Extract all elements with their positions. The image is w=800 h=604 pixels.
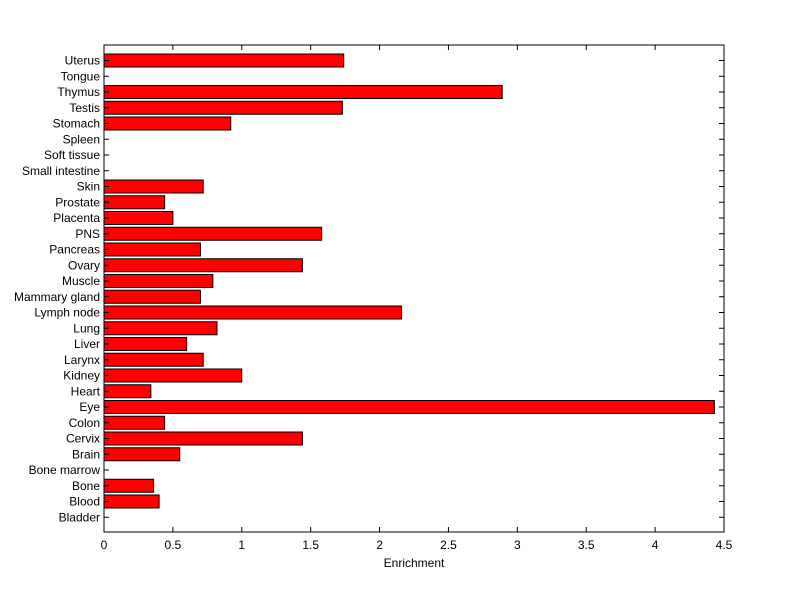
bar-liver [103,337,188,351]
y-tick-label-lymph-node: Lymph node [34,306,100,320]
y-tick-label-skin: Skin [77,180,100,194]
plot-area-frame [103,44,725,533]
y-tick-label-uterus: Uterus [65,54,100,68]
y-tick-label-colon: Colon [69,416,100,430]
bar-lymph-node [103,305,403,320]
x-tick-label-3.5: 3.5 [578,538,595,552]
bar-pancreas [103,242,201,257]
bar-skin [103,179,204,194]
x-tick-label-4: 4 [652,538,659,552]
bar-heart [103,384,152,399]
bar-muscle [103,274,214,288]
y-tick-label-ovary: Ovary [68,258,100,272]
x-tick-label-1.5: 1.5 [302,538,319,552]
y-tick-label-kidney: Kidney [63,369,100,383]
y-tick-label-larynx: Larynx [64,353,100,367]
x-axis-label: Enrichment [384,556,445,570]
bar-colon [103,415,166,430]
y-tick-label-tongue: Tongue [61,69,101,83]
y-tick-label-heart: Heart [71,384,101,398]
bar-lung [103,321,218,336]
y-tick-label-thymus: Thymus [57,85,100,99]
y-tick-label-small-intestine: Small intestine [22,164,100,178]
bar-bone [103,478,155,493]
bar-cervix [103,431,303,446]
bar-blood [103,494,160,509]
y-tick-label-prostate: Prostate [55,195,100,209]
bar-stomach [103,116,232,131]
x-tick-label-0: 0 [101,538,108,552]
x-tick-label-1: 1 [238,538,245,552]
bar-testis [103,100,343,115]
bar-thymus [103,85,503,99]
y-tick-label-muscle: Muscle [62,274,100,288]
bar-kidney [103,368,243,383]
bar-uterus [103,53,345,68]
x-tick-label-2: 2 [376,538,383,552]
y-tick-label-stomach: Stomach [53,117,100,131]
bar-larynx [103,352,204,367]
y-tick-label-placenta: Placenta [53,211,100,225]
x-tick-label-2.5: 2.5 [440,538,457,552]
y-tick-label-spleen: Spleen [63,132,100,146]
bar-eye [103,400,715,414]
x-tick-label-4.5: 4.5 [716,538,733,552]
y-tick-label-brain: Brain [72,447,100,461]
y-tick-label-pancreas: Pancreas [49,243,100,257]
y-tick-label-eye: Eye [79,400,100,414]
y-tick-label-blood: Blood [69,495,100,509]
ticks-layer [103,45,725,532]
bar-ovary [103,258,303,273]
x-tick-label-0.5: 0.5 [165,538,182,552]
y-tick-label-lung: Lung [73,321,100,335]
y-tick-label-bone: Bone [72,479,100,493]
bar-pns [103,226,323,241]
bar-prostate [103,195,166,210]
bar-brain [103,447,181,462]
y-tick-label-soft-tissue: Soft tissue [44,148,100,162]
y-tick-label-bladder: Bladder [59,510,100,524]
y-tick-label-mammary-gland: Mammary gland [14,290,100,304]
y-tick-label-cervix: Cervix [66,432,100,446]
bar-mammary-gland [103,289,201,304]
y-tick-label-testis: Testis [69,101,100,115]
x-tick-label-3: 3 [514,538,521,552]
bar-placenta [103,211,174,225]
y-tick-label-liver: Liver [74,337,100,351]
y-tick-label-pns: PNS [75,227,100,241]
y-tick-label-bone-marrow: Bone marrow [29,463,101,477]
